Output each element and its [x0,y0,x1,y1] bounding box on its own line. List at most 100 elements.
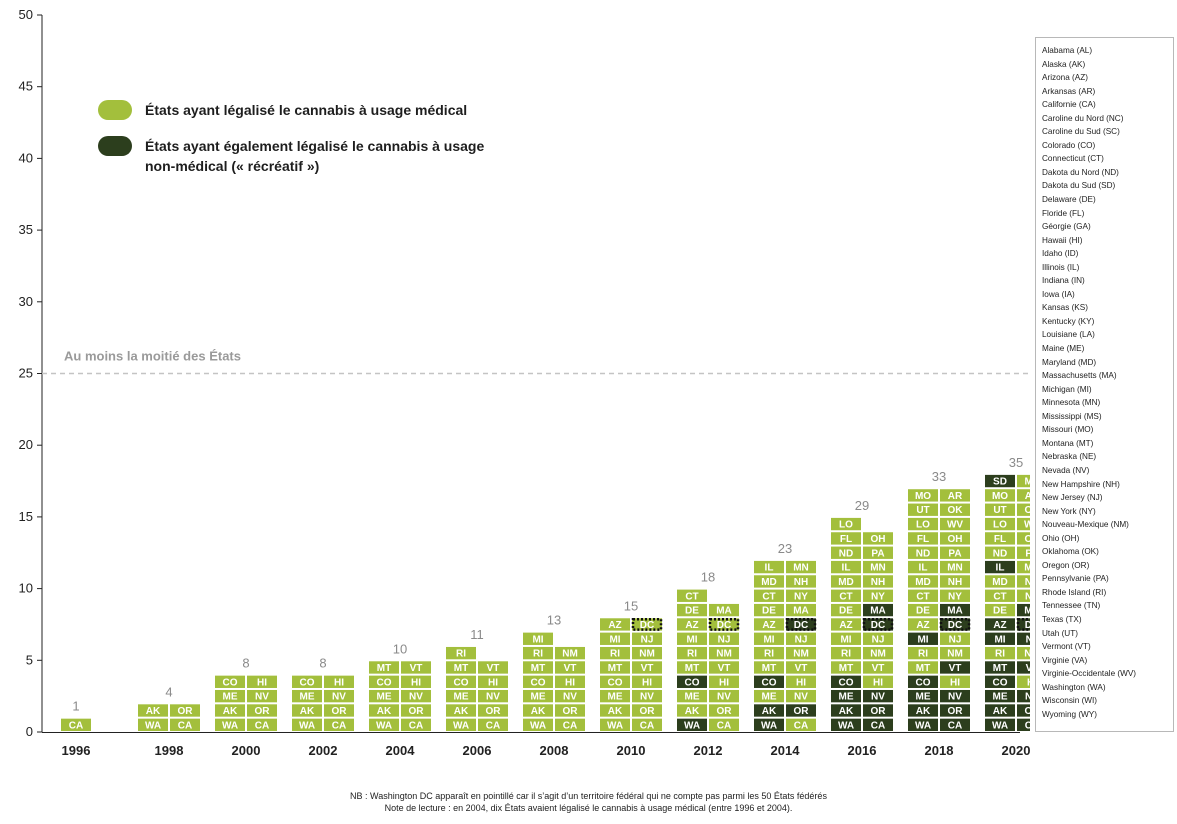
state-tile-label: MT [608,663,622,674]
state-tile [555,718,585,731]
state-tile [478,689,508,703]
state-tile-label: NV [871,692,885,703]
year-total-label: 13 [547,613,561,628]
state-tile-label: MT [531,663,545,674]
state-list-item: Idaho (ID) [1042,249,1079,259]
state-tile-label: NV [332,692,346,703]
state-tile-label: CA [640,720,654,731]
state-tile-label: HI [796,677,806,688]
state-tile-label: NJ [641,634,654,645]
state-tile-label: OR [717,706,733,717]
state-tile [831,589,861,602]
y-tick-label: 0 [26,724,33,739]
state-tile-label: ME [454,692,469,703]
state-tile-label: IL [842,563,851,574]
state-tile-label: VT [564,663,577,674]
year-total-label: 23 [778,541,792,556]
state-tile-label: MA [1024,606,1030,617]
state-tile-label: RI [918,649,928,660]
state-tile [940,489,970,502]
state-tile-label: OR [255,706,271,717]
state-list-item: Caroline du Nord (NC) [1042,113,1124,123]
state-list-item: Floride (FL) [1042,208,1085,218]
state-tile [446,704,476,717]
state-tile [247,704,277,717]
state-tile [600,689,630,703]
state-tile-label: CO [531,677,546,688]
state-tile [831,675,861,688]
y-tick-label: 10 [19,581,33,596]
state-tile [138,718,168,731]
state-tile-label: WV [947,520,963,531]
state-tile [940,661,970,674]
state-tile-label: MI [840,634,851,645]
state-tile-label: CO [223,677,238,688]
state-tile [863,618,893,631]
state-list-item: Maryland (MD) [1042,357,1097,367]
state-tile [369,689,399,703]
state-list-item: Wyoming (WY) [1042,709,1097,719]
state-list-item: Tennessee (TN) [1042,601,1101,611]
state-tile-label: ME [300,692,315,703]
state-tile-label: AK [685,706,700,717]
state-tile-label: ME [531,692,546,703]
state-list-item: Massachusetts (MA) [1042,371,1117,381]
y-tick-label: 40 [19,150,33,165]
state-list-item: Washington (WA) [1042,682,1106,692]
state-tile-label: FL [840,534,852,545]
state-tile [247,675,277,688]
state-tile [61,718,91,731]
state-tile [215,675,245,688]
state-list-item: Mississippi (MS) [1042,411,1102,421]
state-tile-label: LO [993,520,1007,531]
state-tile [831,546,861,559]
state-tile [1017,603,1030,617]
state-tile-label: HI [565,677,575,688]
state-list-item: Minnesota (MN) [1042,398,1101,408]
state-tile-label: CO [993,677,1008,688]
state-tile [786,646,816,660]
state-tile [863,546,893,559]
state-tile [446,689,476,703]
state-tile [985,474,1015,488]
state-tile-label: WA [145,720,161,731]
state-tile-label: NJ [795,634,808,645]
state-tile-label: HI [950,677,960,688]
state-tile-label: CA [794,720,808,731]
y-tick-label: 5 [26,652,33,667]
state-list-item: Iowa (IA) [1042,289,1075,299]
state-tile-label: MN [870,563,886,574]
state-tile [1017,718,1030,731]
state-tile-label: AZ [608,620,621,631]
state-tile [523,675,553,688]
state-tile-label: WA [376,720,392,731]
state-tile [709,618,739,631]
state-tile-label: WA [299,720,315,731]
x-tick-label: 2016 [848,743,877,758]
legend-label-medical: États ayant légalisé le cannabis à usage… [145,102,467,118]
state-tile-label: AR [948,491,963,502]
x-tick-label: 2012 [694,743,723,758]
state-tile-label: MT [916,663,930,674]
state-tile [401,718,431,731]
state-tile [292,689,322,703]
state-list-item: Nevada (NV) [1042,465,1090,475]
state-tile-label: MD [992,577,1008,588]
state-tile [324,689,354,703]
state-tile-label: CA [563,720,577,731]
state-list-item: Hawaii (HI) [1042,235,1083,245]
state-tile-label: OR [486,706,502,717]
state-tile [292,675,322,688]
state-tile-label: NJ [1026,634,1030,645]
state-tile-label: WA [530,720,546,731]
state-tile [754,718,784,731]
state-abbreviation-list: Alabama (AL) Alaska (AK) Arizona (AZ) Arkan… [1035,37,1174,732]
state-tile-label: MT [377,663,391,674]
state-tile [446,646,476,660]
state-tile [1017,503,1030,516]
state-tile [324,675,354,688]
state-list-item: Colorado (CO) [1042,140,1096,150]
state-tile [985,661,1015,674]
state-tile [985,589,1015,602]
state-tile-label: NY [794,591,808,602]
